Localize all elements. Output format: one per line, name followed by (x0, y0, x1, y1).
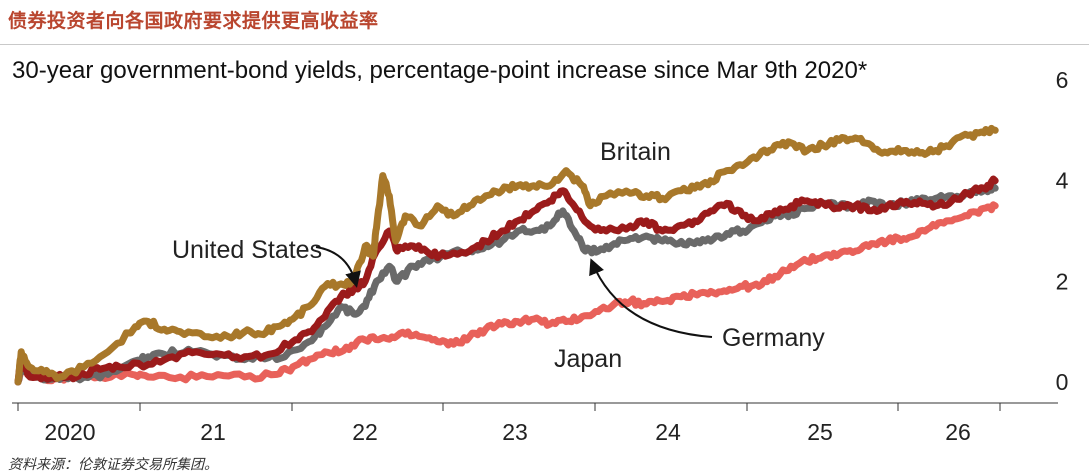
x-tick-label: 23 (502, 419, 528, 445)
series-label-britain: Britain (600, 138, 671, 166)
chart-title: 30-year government-bond yields, percenta… (12, 57, 867, 84)
y-tick-label: 2 (1056, 268, 1069, 294)
series-line-britain (14, 124, 999, 386)
x-tick-label: 24 (655, 419, 681, 445)
y-tick-label: 6 (1056, 67, 1069, 93)
header-divider (0, 44, 1089, 45)
x-tick-label: 25 (807, 419, 833, 445)
series-line-germany (14, 183, 999, 386)
yield-line-chart: 30-year government-bond yields, percenta… (12, 57, 1069, 445)
series-line-united-states (14, 175, 999, 386)
y-tick-label: 4 (1056, 168, 1069, 194)
series-label-germany: Germany (722, 324, 825, 352)
x-tick-label: 21 (200, 419, 226, 445)
source-note: 资料来源：伦敦证券交易所集团。 (8, 457, 218, 473)
x-tick-label: 2020 (44, 419, 95, 445)
united-states-pointer-arrow (315, 246, 361, 288)
x-tick-label: 26 (945, 419, 971, 445)
x-axis: 2020 21 22 23 24 25 26 (12, 402, 1058, 445)
y-axis: 0 2 4 6 (1056, 67, 1069, 395)
series-line-japan (14, 201, 999, 386)
series-label-japan: Japan (554, 345, 622, 373)
series-layer (14, 124, 999, 386)
y-tick-label: 0 (1056, 369, 1069, 395)
series-label-united-states: United States (172, 236, 322, 264)
germany-pointer-arrow (589, 258, 713, 338)
header-title: 债券投资者向各国政府要求提供更高收益率 (8, 10, 379, 32)
series-labels: Britain United States Germany Japan (172, 138, 825, 373)
x-tick-label: 22 (352, 419, 378, 445)
